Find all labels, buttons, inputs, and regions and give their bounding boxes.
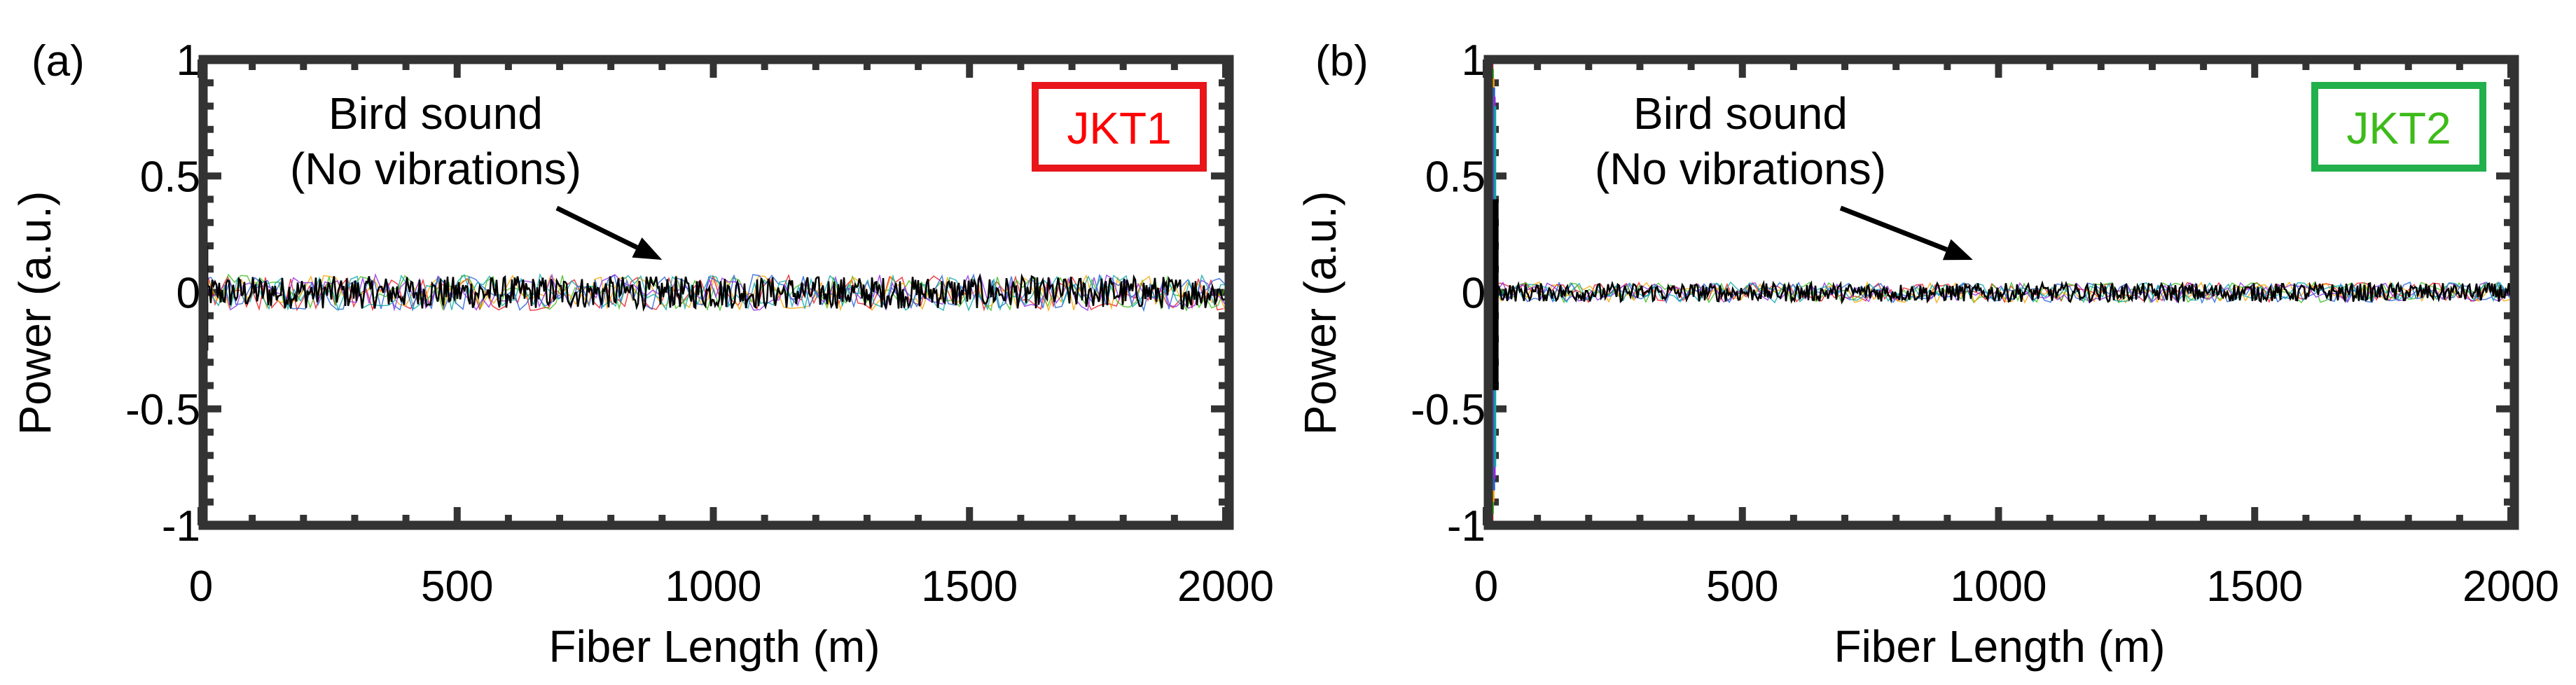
y-tick-label: -1 (1447, 502, 1486, 551)
annotation-arrow (1839, 205, 1948, 252)
trace-color-3 (1489, 281, 2512, 305)
y-axis-label: Power (a.u.) (1295, 191, 1345, 436)
y-tick-label: 1 (176, 36, 200, 85)
x-tick-label: 0 (1474, 562, 1498, 611)
annotation-arrow (555, 205, 639, 250)
x-tick-label: 1000 (1951, 562, 2047, 611)
x-tick-label: 1500 (2206, 562, 2303, 611)
plot-frame (1483, 55, 2519, 530)
x-tick-label: 2000 (2463, 562, 2559, 611)
trace-color-4 (1490, 281, 2512, 304)
panel-b: (b) Power (a.u.) Fiber Length (m) 1 0.5 0 -… (1295, 36, 2559, 672)
annotation-arrowhead (632, 237, 663, 260)
annotation-line-2: (No vibrations) (290, 144, 581, 194)
x-tick-label: 500 (1706, 562, 1778, 611)
panel-a: (a) Power (a.u.) Fiber Length (m) 1 0.5 0 -… (10, 36, 1274, 672)
y-axis-label: Power (a.u.) (10, 191, 60, 436)
x-axis-label: Fiber Length (m) (548, 621, 880, 672)
x-tick-label: 500 (421, 562, 493, 611)
annotation: Bird sound (No vibrations) (1595, 88, 1973, 261)
annotation-line-2: (No vibrations) (1595, 144, 1886, 194)
tag-label: JKT1 (1067, 103, 1171, 153)
x-tick-label: 1000 (665, 562, 762, 611)
trace-line (201, 272, 1226, 312)
y-tick-label: 1 (1462, 36, 1486, 85)
trace-color-5 (1490, 281, 2513, 304)
y-tick-label: -1 (162, 502, 200, 551)
annotation-line-1: Bird sound (328, 88, 543, 139)
tag-label: JKT2 (2346, 103, 2451, 153)
x-tick-label: 2000 (1177, 562, 1274, 611)
tag-box: JKT2 (2311, 82, 2486, 172)
annotation-line-1: Bird sound (1633, 88, 1848, 139)
trace-color-3 (204, 272, 1226, 312)
tag-border (2311, 82, 2486, 172)
y-tick-label: -0.5 (1411, 386, 1486, 434)
plot-frame (198, 55, 1234, 530)
annotation-arrowhead (1942, 239, 1973, 261)
x-tick-label: 0 (189, 562, 213, 611)
panel-label: (b) (1315, 37, 1369, 85)
y-tick-label: 0.5 (1425, 153, 1486, 201)
trace-line (1486, 279, 2512, 305)
x-tick-label: 1500 (921, 562, 1018, 611)
x-axis-label: Fiber Length (m) (1834, 621, 2165, 672)
trace-color-4 (205, 272, 1227, 312)
y-tick-label: 0 (176, 270, 200, 318)
y-tick-label: -0.5 (125, 386, 200, 434)
y-tick-label: 0 (1462, 270, 1486, 318)
tag-box: JKT1 (1032, 82, 1207, 172)
y-tick-label: 0.5 (140, 153, 200, 201)
annotation: Bird sound (No vibrations) (290, 88, 663, 260)
tag-border (1032, 82, 1207, 172)
panel-label: (a) (32, 37, 85, 85)
